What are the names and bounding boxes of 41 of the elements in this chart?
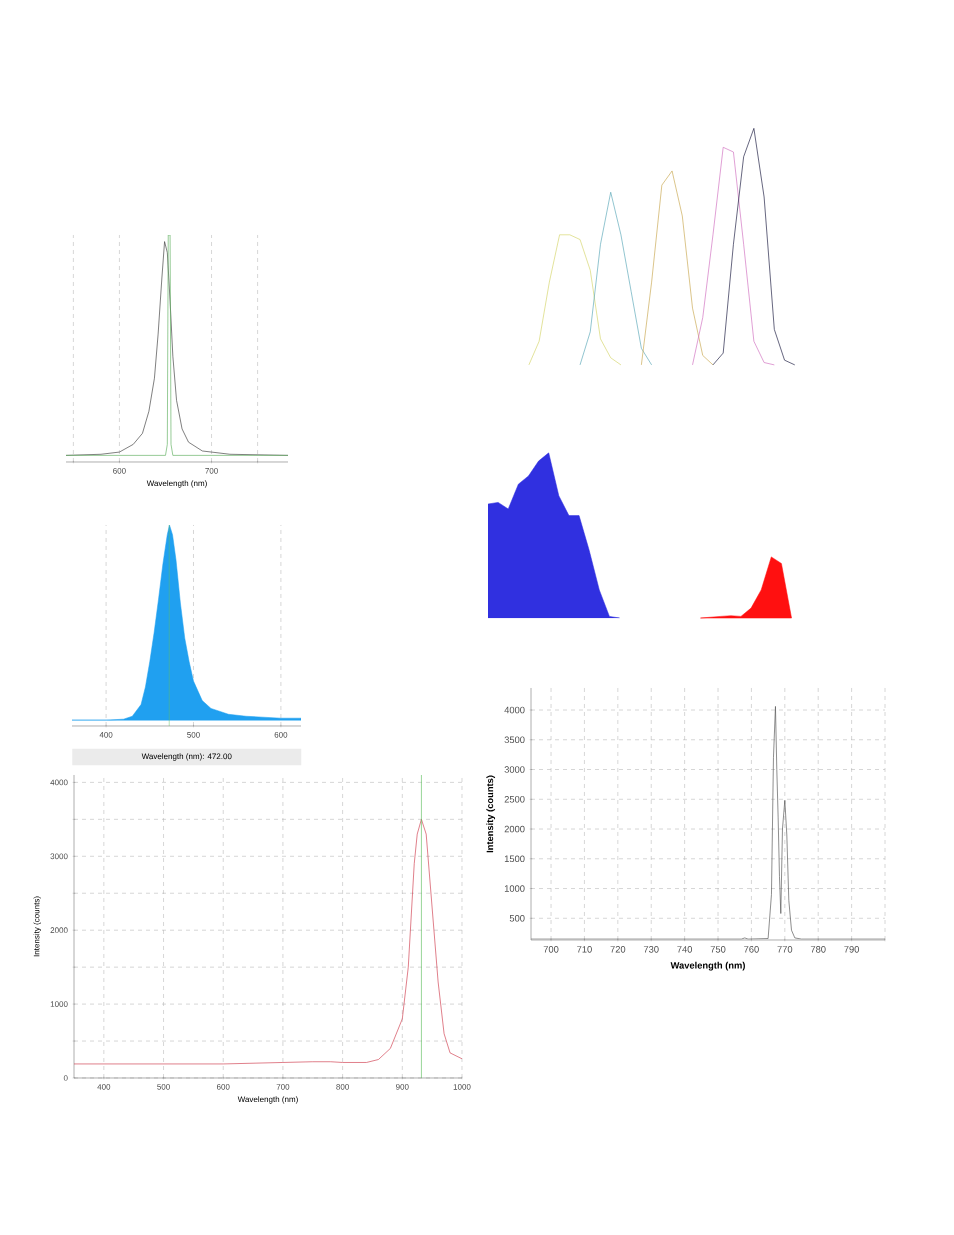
y-axis-title: Intensity (counts) — [33, 896, 41, 957]
x-tick-label: 600 — [274, 732, 288, 738]
x-tick-label: 700 — [205, 468, 218, 474]
x-tick-label: 780 — [810, 946, 826, 953]
x-axis-title: Wavelength (nm) — [146, 480, 207, 488]
x-tick-label: 400 — [99, 732, 113, 738]
y-tick-label: 3000 — [50, 853, 68, 860]
x-tick-label: 710 — [577, 946, 592, 953]
x-tick-label: 500 — [157, 1084, 170, 1090]
y-tick-label: 2000 — [50, 927, 68, 934]
x-tick-label: 700 — [276, 1084, 290, 1090]
y-tick-label: 1000 — [504, 885, 525, 892]
x-tick-label: 900 — [396, 1084, 409, 1090]
y-tick-label: 500 — [509, 914, 525, 922]
x-tick-label: 400 — [97, 1084, 111, 1090]
x-tick-label: 720 — [610, 946, 626, 953]
x-tick-label: 770 — [777, 946, 793, 953]
y-tick-label: 4000 — [50, 779, 68, 786]
y-tick-label: 3500 — [504, 736, 525, 744]
x-tick-label: 600 — [216, 1084, 230, 1090]
x-tick-label: 750 — [710, 946, 726, 953]
x-tick-label: 1000 — [453, 1084, 471, 1090]
y-tick-label: 4000 — [504, 706, 525, 714]
x-tick-label: 500 — [187, 732, 200, 738]
y-tick-label: 1500 — [504, 855, 525, 863]
x-axis-title: Wavelength (nm) — [670, 961, 745, 971]
x-axis-title: Wavelength (nm) — [237, 1096, 298, 1104]
x-tick-label: 600 — [113, 468, 126, 474]
y-tick-label: 2000 — [504, 825, 525, 833]
y-tick-label: 1000 — [50, 1001, 68, 1007]
y-tick-label: 2500 — [504, 795, 525, 803]
x-tick-label: 740 — [677, 946, 693, 953]
y-tick-label: 0 — [63, 1075, 68, 1081]
x-tick-label: 700 — [543, 946, 559, 953]
y-axis-title: Intensity (counts) — [486, 775, 496, 853]
text: Wavelength (nm): 472.00 — [141, 753, 232, 761]
x-tick-label: 790 — [844, 946, 860, 953]
y-tick-label: 3000 — [504, 766, 525, 773]
x-tick-label: 800 — [336, 1084, 349, 1090]
x-tick-label: 730 — [643, 946, 659, 953]
x-tick-label: 760 — [744, 946, 759, 953]
